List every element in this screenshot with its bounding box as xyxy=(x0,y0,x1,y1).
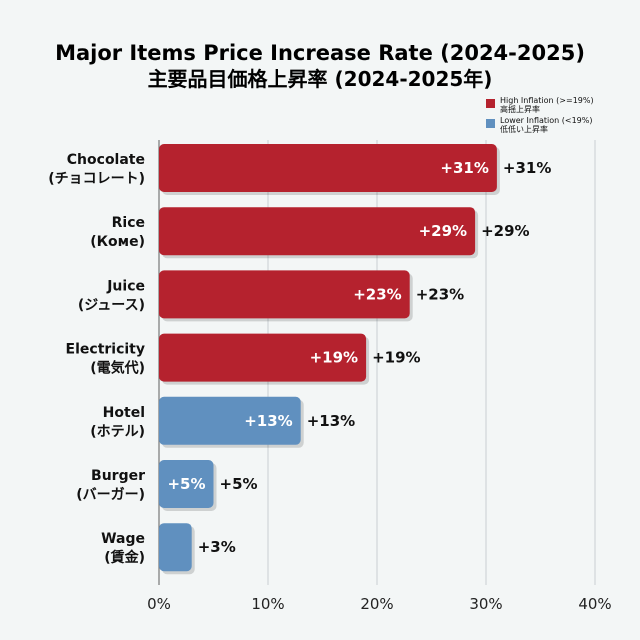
bar-inner-label: +13% xyxy=(244,412,292,430)
bar-value-label: +29% xyxy=(481,222,529,240)
bar-electricity xyxy=(159,333,367,382)
category-label: Rice xyxy=(112,215,145,231)
x-tick-label: 20% xyxy=(360,595,393,613)
bar-inner-label: +29% xyxy=(419,222,467,240)
x-axis-ticks: 0% 10% 20% 30% 40% xyxy=(147,595,612,613)
bar-inner-label: +5% xyxy=(167,475,205,493)
x-tick-label: 10% xyxy=(251,595,284,613)
category-label: Wage xyxy=(101,531,145,547)
bar-inner-label: +31% xyxy=(440,159,488,177)
category-labels: Chocolate (チョコレート) Rice (Коме) Juice (ジュース) El… xyxy=(48,152,145,566)
category-label: Juice xyxy=(106,278,145,294)
x-tick-label: 0% xyxy=(147,595,171,613)
bar-value-label: +5% xyxy=(220,475,258,493)
legend-swatch-low xyxy=(486,119,495,128)
category-label-jp: (ホテル) xyxy=(90,424,145,440)
bar-juice xyxy=(159,270,410,319)
bar-rice xyxy=(159,207,476,256)
legend-label-low: Lower Inflation (<19%) xyxy=(500,116,592,125)
legend-label-high: High Inflation (>=19%) xyxy=(500,96,594,105)
bar-burger xyxy=(159,460,214,508)
bars: +31% +31% +29% +29% +23% +23% +19% +19% +13% +13%… xyxy=(159,144,551,575)
category-label-jp: (チョコレート) xyxy=(48,171,145,187)
category-label: Electricity xyxy=(66,342,145,358)
category-label-jp: (ジュース) xyxy=(78,297,145,313)
bar-wage xyxy=(159,523,192,572)
legend: High Inflation (>=19%) 高揺上昇率 Lower Infla… xyxy=(486,96,594,134)
bar-value-label: +31% xyxy=(503,159,551,177)
bar-chocolate xyxy=(159,144,497,192)
bar-hotel xyxy=(159,396,301,445)
legend-swatch-high xyxy=(486,99,495,108)
bar-value-label: +13% xyxy=(307,412,355,430)
bar-inner-label: +23% xyxy=(353,285,401,303)
category-label-jp: (バーガー) xyxy=(76,487,145,503)
category-label: Hotel xyxy=(103,405,145,421)
category-label: Chocolate xyxy=(67,152,145,168)
bar-value-label: +3% xyxy=(198,538,236,556)
x-tick-label: 40% xyxy=(578,595,611,613)
bar-inner-label: +19% xyxy=(310,349,358,367)
category-label: Burger xyxy=(91,468,145,484)
bar-value-label: +19% xyxy=(372,349,420,367)
legend-jp-low: 低低い上昇率 xyxy=(500,124,548,134)
category-label-jp: (電気代) xyxy=(90,360,145,377)
bar-value-label: +23% xyxy=(416,285,464,303)
legend-jp-high: 高揺上昇率 xyxy=(500,104,540,114)
category-label-jp: (Коме) xyxy=(90,234,145,250)
x-tick-label: 30% xyxy=(469,595,502,613)
category-label-jp: (賃金) xyxy=(104,549,145,566)
chart-subtitle: 主要品目価格上昇率 (2024-2025年) xyxy=(148,67,493,91)
chart-title: Major Items Price Increase Rate (2024-20… xyxy=(55,41,585,65)
